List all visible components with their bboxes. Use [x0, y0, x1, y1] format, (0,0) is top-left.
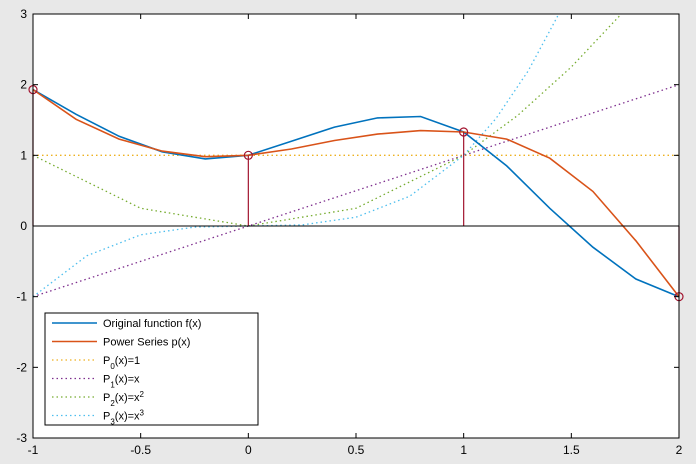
legend-label-4: P2(x)=x2 — [103, 390, 145, 408]
legend-label-base: P — [103, 355, 110, 367]
x-tick-label: 1 — [460, 443, 467, 457]
legend-label-base: P — [103, 411, 110, 423]
legend-box — [44, 312, 259, 426]
y-tick-label: -3 — [16, 431, 27, 445]
legend-label-rest: (x)=x — [115, 392, 140, 404]
legend-label-0: Original function f(x) — [103, 318, 201, 330]
y-tick-label: 1 — [20, 148, 27, 162]
legend-label-subscript: 1 — [110, 380, 115, 389]
legend-label-superscript: 2 — [140, 390, 145, 399]
y-tick-label: 2 — [20, 78, 27, 92]
legend-label-2: P0(x)=1 — [103, 355, 140, 371]
stem-marker-2 — [459, 127, 469, 137]
legend-label-subscript: 3 — [110, 417, 115, 426]
x-tick-label: -0.5 — [130, 443, 151, 457]
x-tick-label: 2 — [676, 443, 683, 457]
legend-label-subscript: 2 — [110, 399, 115, 408]
y-tick-label: 3 — [20, 7, 27, 21]
legend-label-5: P3(x)=x3 — [103, 408, 145, 426]
legend-label-superscript: 3 — [140, 408, 145, 417]
legend: Original function f(x) Power Series p(x) P… — [44, 312, 259, 426]
y-tick-label: 0 — [20, 219, 27, 233]
series-line-4 — [32, 13, 622, 227]
legend-label-1: Power Series p(x) — [103, 337, 190, 349]
legend-label-3: P1(x)=x — [103, 374, 140, 390]
legend-label-rest: (x)=x — [115, 411, 140, 423]
series-line-3 — [32, 84, 680, 298]
series-line-0 — [32, 88, 680, 298]
ticks-layer: -1 -0.5 0 0.5 1 1.5 2 -3 -2 -1 0 1 2 3 — [16, 7, 682, 457]
y-tick-label: -1 — [16, 290, 27, 304]
legend-label-rest: (x)=x — [115, 374, 140, 386]
series-line-1 — [32, 88, 680, 298]
x-tick-label: -1 — [28, 443, 39, 457]
y-tick-label: -2 — [16, 360, 27, 374]
legend-label-base: P — [103, 374, 110, 386]
stem-marker-1 — [243, 150, 253, 160]
x-tick-label: 1.5 — [563, 443, 580, 457]
series-layer — [32, 13, 680, 298]
legend-label-subscript: 0 — [110, 362, 115, 371]
x-tick-label: 0.5 — [348, 443, 365, 457]
legend-label-rest: (x)=1 — [115, 355, 140, 367]
x-tick-label: 0 — [245, 443, 252, 457]
legend-label-base: P — [103, 392, 110, 404]
